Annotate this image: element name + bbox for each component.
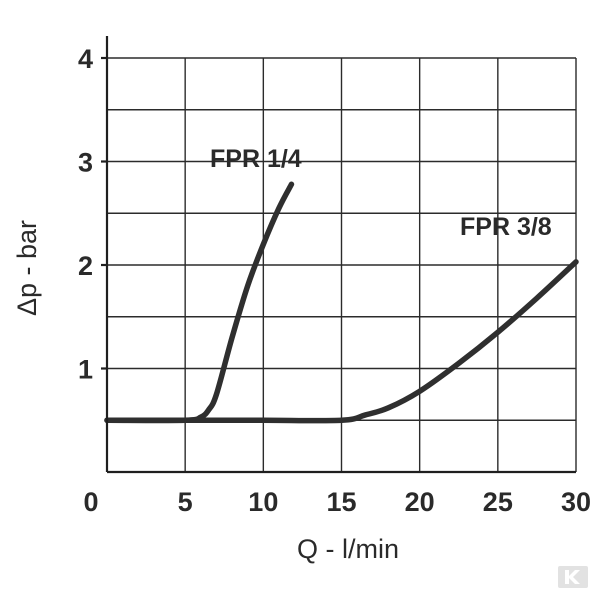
series-layer (104, 181, 579, 424)
grid (107, 57, 577, 472)
x-axis-label: Q - l/min (297, 534, 399, 564)
y-tick-label: 4 (78, 44, 93, 74)
brand-logo-icon (558, 566, 588, 588)
x-tick-label: 30 (561, 487, 591, 517)
axes (101, 36, 576, 474)
y-axis-label: Δp - bar (12, 220, 42, 316)
x-tick-label: 15 (326, 487, 356, 517)
series-label: FPR 3/8 (460, 213, 552, 241)
x-tick-label: 10 (248, 487, 278, 517)
series-label: FPR 1/4 (210, 145, 302, 173)
y-tick-label: 1 (78, 355, 93, 385)
x-tick-label: 25 (483, 487, 513, 517)
y-tick-label: 3 (78, 148, 93, 178)
y-tick-label: 2 (78, 251, 93, 281)
series-labels: FPR 1/4 FPR 3/8 (210, 145, 552, 241)
x-tick-label: 5 (178, 487, 193, 517)
tick-labels: 0 5 10 15 20 25 30 1 2 3 4 (78, 44, 591, 517)
series-line (104, 259, 579, 424)
x-tick-label: 20 (405, 487, 435, 517)
x-tick-label: 0 (83, 487, 98, 517)
